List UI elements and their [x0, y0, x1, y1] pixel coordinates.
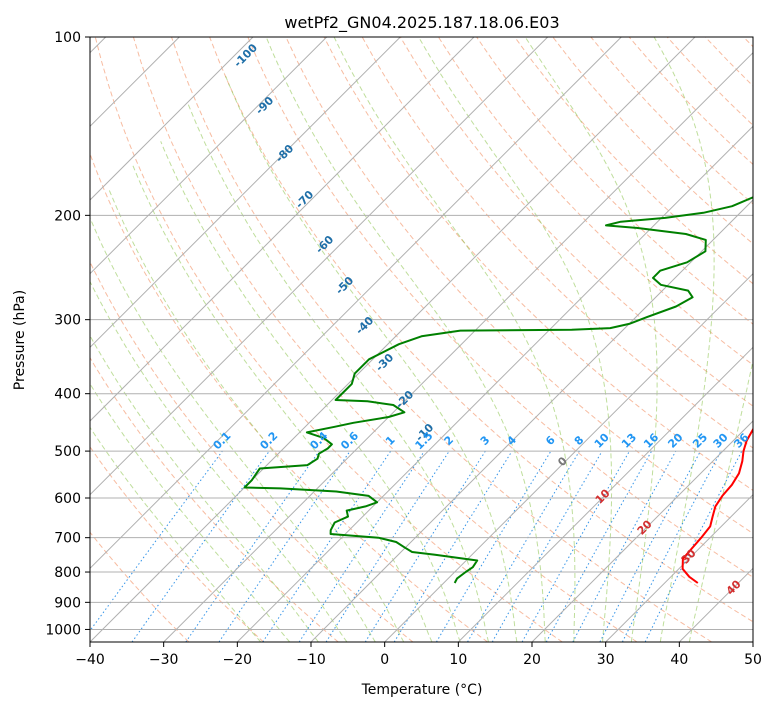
x-tick-label: −20: [223, 652, 253, 668]
background-lines: [90, 37, 753, 642]
moist-adiabat: [90, 280, 348, 642]
dry-adiabat: [399, 37, 753, 407]
isotherm: [90, 37, 549, 496]
x-tick-label: 50: [744, 652, 762, 668]
isotherm: [236, 125, 753, 642]
isotherm: [163, 51, 753, 642]
profiles: [243, 196, 753, 584]
temperature-profile: [681, 427, 753, 584]
mixing-ratio-line: [572, 450, 677, 642]
dry-adiabat: [437, 37, 753, 366]
isotherm: [605, 493, 753, 642]
moist-adiabat: [265, 37, 546, 642]
mixing-ratio-line: [131, 450, 270, 642]
isotherm: [90, 37, 622, 570]
y-tick-label: 900: [54, 595, 81, 611]
x-tick-label: 20: [523, 652, 541, 668]
dry-adiabat: [90, 446, 264, 642]
grid-lines: [90, 37, 753, 642]
isotherm: [384, 272, 753, 642]
chart-title: wetPf2_GN04.2025.187.18.06.E03: [284, 13, 559, 33]
mixing-ratio-line: [325, 450, 450, 642]
x-tick-label: −10: [296, 652, 326, 668]
mixing-ratio-line: [185, 450, 320, 642]
y-tick-label: 100: [54, 30, 81, 46]
y-tick-label: 500: [54, 444, 81, 460]
x-tick-label: 10: [449, 652, 467, 668]
mixing-ratio-line: [393, 450, 513, 642]
mixing-ratio-line: [90, 450, 223, 632]
dry-adiabat: [94, 37, 563, 642]
y-tick-label: 300: [54, 313, 81, 329]
x-tick-label: −40: [75, 652, 105, 668]
dry-adiabat: [247, 37, 753, 578]
mixing-ratio-line: [545, 450, 653, 642]
moist-adiabat: [418, 37, 613, 642]
y-tick-label: 200: [54, 208, 81, 224]
mixing-ratio-line: [521, 450, 630, 642]
moist-adiabat: [107, 188, 405, 642]
isotherm: [310, 199, 753, 642]
moist-adiabat: [90, 334, 319, 642]
y-axis-title: Pressure (hPa): [12, 290, 28, 390]
dry-adiabat: [209, 37, 753, 623]
isotherm: [90, 37, 254, 201]
moist-adiabat: [187, 104, 489, 642]
moist-adiabat: [653, 37, 715, 642]
x-axis-title: Temperature (°C): [361, 682, 483, 698]
isotherm: [90, 37, 696, 642]
y-tick-label: 400: [54, 387, 81, 403]
moist-adiabat: [524, 37, 658, 642]
plot-area: [90, 37, 753, 642]
dry-adiabat: [323, 37, 753, 491]
dry-adiabat: [514, 37, 753, 285]
y-tick-label: 600: [54, 491, 81, 507]
y-axis: 100 200 300 400 500 600 700 800 900 1000: [45, 30, 90, 638]
dry-adiabat: [361, 37, 753, 449]
x-tick-label: 40: [670, 652, 688, 668]
mixing-ratio-line: [644, 450, 743, 642]
y-tick-label: 1000: [45, 622, 81, 638]
x-axis: −40 −30 −20 −10 0 10 20 30 40 50: [75, 642, 762, 668]
dry-adiabat: [90, 356, 339, 642]
mixing-ratio-line: [298, 450, 425, 642]
x-tick-label: 0: [380, 652, 389, 668]
isotherm: [752, 641, 753, 642]
moist-adiabat: [223, 72, 518, 642]
y-tick-label: 800: [54, 565, 81, 581]
dry-adiabat: [285, 37, 753, 535]
dry-adiabat: [90, 531, 190, 642]
isotherm: [90, 37, 401, 349]
dewpoint-profile: [243, 196, 753, 584]
isotherm: [90, 37, 475, 422]
y-tick-label: 700: [54, 531, 81, 547]
moist-adiabat: [333, 37, 576, 642]
x-tick-label: −30: [149, 652, 179, 668]
dry-adiabat: [132, 37, 638, 642]
isotherm: [457, 346, 753, 642]
isotherm: [531, 420, 753, 642]
moist-adiabat: [132, 165, 433, 642]
moist-adiabat: [688, 358, 753, 642]
dry-adiabat: [90, 152, 488, 642]
isotherm: [90, 37, 328, 275]
dry-adiabat: [171, 37, 712, 642]
moist-adiabat: [90, 382, 291, 642]
x-tick-label: 30: [597, 652, 615, 668]
mixing-ratio-line: [218, 450, 351, 642]
plot-frame: [89, 36, 754, 643]
